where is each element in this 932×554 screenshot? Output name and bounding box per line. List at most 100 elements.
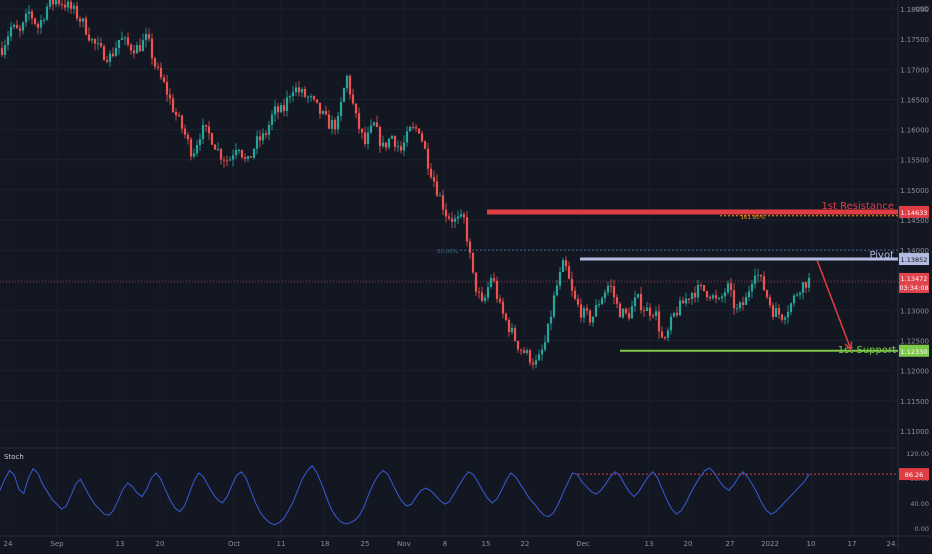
time-tick-label: 2022 (761, 540, 779, 548)
candle-body (369, 125, 373, 133)
time-tick-label: 17 (848, 540, 857, 548)
time-axis[interactable]: 24 Sep 13 20 Oct 11 18 25 Nov 8 15 22 Dec 13 20 27 2022 1… (4, 540, 896, 548)
candle-body (606, 285, 610, 293)
candle-body (441, 195, 445, 210)
time-tick-label: 20 (156, 540, 165, 548)
candle-body (582, 308, 586, 318)
candle-body (123, 37, 127, 39)
candle-body (678, 300, 682, 316)
candle-body (801, 282, 805, 293)
candle-body (468, 241, 472, 253)
candle-body (552, 295, 556, 317)
candle-body (315, 99, 319, 103)
candle-body (588, 310, 592, 323)
candle-body (705, 291, 709, 298)
candle-body (651, 315, 655, 317)
candle-body (66, 1, 70, 8)
candle-body (306, 96, 310, 98)
candle-body (246, 156, 250, 159)
candle-body (414, 126, 418, 129)
candle-body (744, 297, 748, 305)
support-price-tag (899, 344, 929, 357)
candle-body (759, 274, 763, 277)
candle-body (462, 214, 466, 218)
time-tick-label: 11 (277, 540, 286, 548)
candle-body (378, 126, 382, 147)
price-tick-label: 1.15500 (900, 157, 929, 165)
candle-body (660, 331, 664, 338)
candle-body (339, 101, 343, 116)
price-tick-label: 1.17000 (900, 66, 929, 74)
candle-body (534, 360, 538, 365)
candle-body (288, 96, 292, 98)
candle-body (591, 316, 595, 323)
candle-body (609, 285, 613, 287)
candle-body (168, 94, 172, 99)
candle-body (234, 149, 238, 156)
candle-body (708, 297, 712, 299)
candle-body (264, 133, 268, 135)
candle-body (21, 22, 25, 31)
price-tick-label: 1.12500 (900, 338, 929, 346)
candle-body (693, 292, 697, 298)
candle-body (537, 354, 541, 361)
candle-body (351, 94, 355, 104)
time-tick-label: 22 (521, 540, 530, 548)
candle-body (768, 297, 772, 306)
candle-body (735, 308, 739, 310)
candle-body (555, 285, 559, 296)
candle-body (483, 297, 487, 301)
candle-body (327, 114, 331, 129)
candle-body (765, 290, 769, 298)
candle-body (684, 298, 688, 304)
candle-body (375, 122, 379, 127)
candle-body (543, 342, 547, 350)
candle-body (87, 34, 91, 41)
fib-50-label: 50.00% (437, 249, 458, 255)
time-tick-label: 15 (482, 540, 491, 548)
candle-body (48, 0, 52, 7)
time-tick-label: Nov (397, 540, 411, 548)
candle-body (471, 252, 475, 273)
time-tick-label: 27 (726, 540, 735, 548)
stoch-title: Stoch (4, 453, 24, 461)
candle-body (498, 298, 502, 302)
candle-body (360, 128, 364, 133)
candle-body (39, 20, 43, 28)
time-tick-label: 13 (645, 540, 654, 548)
forecast-arrow[interactable] (816, 260, 852, 350)
candle-body (747, 291, 751, 298)
candle-body (330, 119, 334, 129)
time-tick-label: 18 (321, 540, 330, 548)
candle-body (648, 307, 652, 316)
candle-body (663, 337, 667, 339)
candle-body (525, 350, 529, 353)
candle-body (714, 295, 718, 299)
candle-body (783, 317, 787, 320)
candle-body (150, 38, 154, 59)
candle-body (792, 295, 796, 304)
candle-body (624, 308, 628, 314)
candle-body (738, 302, 742, 309)
candle-body (147, 34, 151, 39)
candle-body (93, 39, 97, 44)
candles-layer (0, 0, 811, 369)
candle-body (51, 0, 55, 5)
candle-body (417, 128, 421, 134)
candle-body (162, 77, 166, 82)
candle-body (789, 303, 793, 312)
price-tick-label: 1.15000 (900, 187, 929, 195)
candle-body (480, 292, 484, 301)
candle-body (657, 311, 661, 332)
candle-body (444, 209, 448, 217)
candle-body (183, 128, 187, 135)
candle-body (726, 283, 730, 293)
candle-body (297, 87, 301, 93)
candle-body (84, 18, 88, 35)
candle-body (363, 132, 367, 144)
time-tick-label: 24 (887, 540, 896, 548)
candle-body (117, 39, 121, 48)
